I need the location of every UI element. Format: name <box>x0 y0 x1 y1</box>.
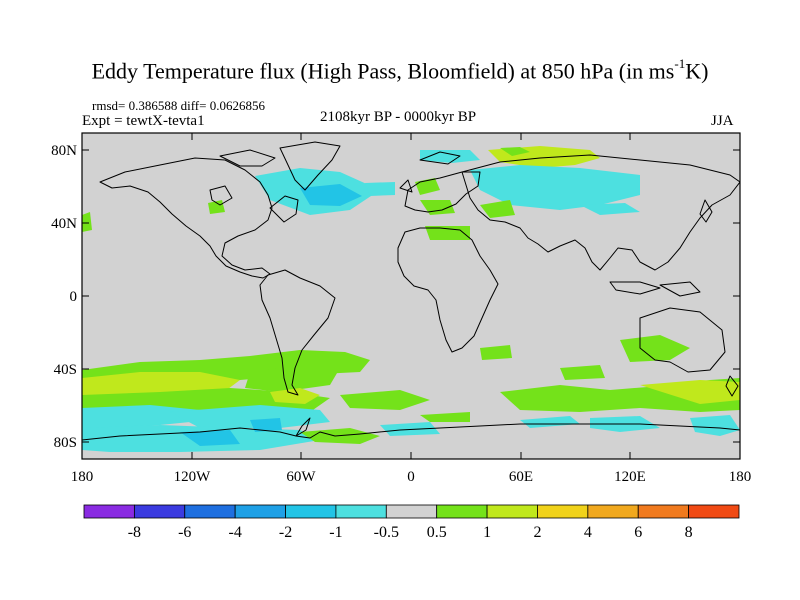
negative-patch <box>470 165 640 210</box>
colorbar-swatch <box>133 504 186 519</box>
stats-label: rmsd= 0.386588 diff= 0.0626856 <box>92 98 265 113</box>
colorbar-label: -2 <box>279 524 292 541</box>
colorbar-label: 0.5 <box>427 524 447 541</box>
positive-patch <box>420 200 455 215</box>
y-tick-label: 40N <box>51 216 77 232</box>
x-axis-labels: 180 120W 60W 0 60E 120E 180 <box>71 469 752 485</box>
positive-patch <box>480 200 515 218</box>
colorbar-swatch <box>234 504 286 519</box>
colorbar-label: -6 <box>178 524 191 541</box>
colorbar-label: 8 <box>685 524 693 541</box>
negative-patch <box>82 405 210 428</box>
positive-patch <box>420 412 470 422</box>
negative-patch <box>365 182 395 196</box>
positive-patch <box>620 335 690 362</box>
colorbar-label: -0.5 <box>374 524 399 541</box>
colorbar-label: 2 <box>533 524 541 541</box>
colorbar-swatch <box>335 504 387 519</box>
experiment-label: Expt = tewtX-tevta1 <box>82 113 205 129</box>
colorbar-swatch <box>587 504 639 519</box>
coastlines <box>82 141 740 441</box>
negative-patch <box>250 418 282 432</box>
x-tick-label: 120W <box>174 469 212 485</box>
period-label: 2108kyr BP - 0000kyr BP <box>320 109 477 125</box>
positive-patch <box>208 200 225 214</box>
colorbar-swatch <box>688 504 740 519</box>
colorbar-label: -1 <box>329 524 342 541</box>
colorbar-swatch <box>486 504 538 519</box>
y-axis-ticks <box>82 149 740 443</box>
x-tick-label: 120E <box>614 469 646 485</box>
plot-title: Eddy Temperature flux (High Pass, Bloomf… <box>91 56 709 84</box>
x-axis-ticks <box>81 133 741 459</box>
y-tick-label: 40S <box>54 362 77 378</box>
map-panel <box>81 132 741 460</box>
y-axis-labels: 80N 40N 0 40S 80S <box>51 143 77 451</box>
negative-patch <box>520 416 580 428</box>
y-tick-label: 80S <box>54 435 77 451</box>
colorbar-label: -8 <box>128 524 141 541</box>
x-tick-label: 0 <box>407 469 415 485</box>
x-tick-label: 180 <box>729 469 752 485</box>
positive-patch <box>560 365 605 380</box>
positive-patch <box>500 147 530 156</box>
colorbar: -8 -6 -4 -2 -1 -0.5 0.5 1 2 4 6 8 <box>83 504 740 541</box>
negative-patch <box>170 405 330 428</box>
negative-patch <box>180 430 240 446</box>
colorbar-swatch <box>537 504 589 519</box>
negative-patch <box>420 150 480 163</box>
positive-patch <box>245 365 340 392</box>
colorbar-swatch <box>436 504 488 519</box>
positive-patch <box>270 388 320 404</box>
positive-patch <box>640 380 740 404</box>
colorbar-swatch <box>83 504 135 519</box>
colorbar-swatch <box>285 504 337 519</box>
y-tick-label: 0 <box>70 289 78 305</box>
colorbar-swatch <box>637 504 690 519</box>
positive-patch <box>82 212 92 232</box>
colorbar-label: 4 <box>584 524 592 541</box>
colorbar-label: 1 <box>483 524 491 541</box>
positive-patch <box>340 390 430 410</box>
positive-patch <box>480 345 512 360</box>
x-tick-label: 60E <box>509 469 533 485</box>
negative-patch <box>580 203 640 215</box>
negative-patch <box>690 415 740 436</box>
colorbar-swatch <box>385 504 438 519</box>
x-tick-label: 180 <box>71 469 94 485</box>
colorbar-swatch <box>184 504 236 519</box>
x-tick-label: 60W <box>286 469 316 485</box>
y-tick-label: 80N <box>51 143 77 159</box>
colorbar-label: -4 <box>228 524 241 541</box>
negative-patch <box>300 184 362 206</box>
season-label: JJA <box>711 113 734 129</box>
colorbar-label: 6 <box>634 524 642 541</box>
